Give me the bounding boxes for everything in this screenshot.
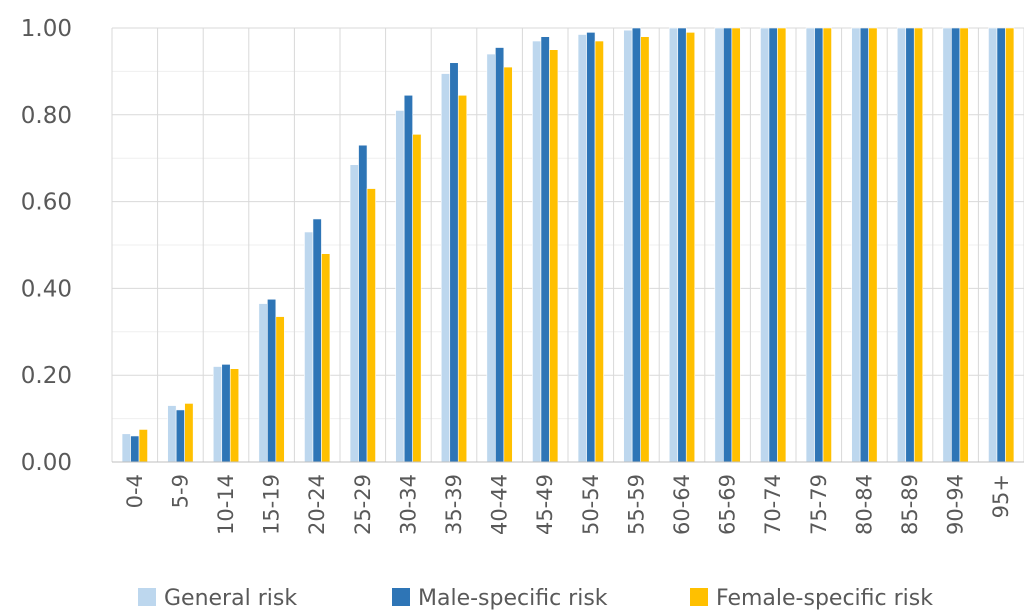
gridlines [111, 27, 1024, 462]
bar-general-risk [121, 433, 131, 463]
x-tick-label: 95+ [989, 474, 1013, 518]
x-tick-label: 10-14 [214, 474, 238, 535]
bar-male-specific-risk [631, 27, 641, 463]
bar-male-specific-risk [996, 27, 1006, 463]
bar-female-specific-risk [913, 27, 924, 463]
bar-female-specific-risk [321, 253, 331, 463]
x-tick-label: 5-9 [168, 474, 192, 508]
bar-general-risk [304, 231, 314, 463]
y-axis-ticks: 0.00 0.20 0.40 0.60 0.80 1.00 [21, 16, 72, 476]
bar-male-specific-risk [221, 364, 231, 463]
x-tick-label: 70-74 [761, 474, 785, 535]
legend-swatch-female-specific-risk [690, 588, 708, 606]
bar-general-risk [258, 303, 268, 463]
bar-female-specific-risk [366, 188, 376, 463]
bar-general-risk [212, 366, 223, 463]
y-tick-label: 0.80 [21, 103, 72, 129]
bar-female-specific-risk [184, 403, 194, 463]
bar-general-risk [349, 164, 359, 463]
bar-general-risk [988, 27, 998, 463]
legend-swatch-general-risk [138, 588, 156, 606]
legend-label-female-specific-risk: Female-specific risk [716, 586, 933, 611]
bar-general-risk [623, 29, 633, 463]
bar-male-specific-risk [586, 32, 596, 463]
bar-general-risk [760, 27, 770, 463]
legend-label-male-specific-risk: Male-specific risk [418, 586, 608, 611]
x-tick-label: 45-49 [533, 474, 557, 535]
bar-female-specific-risk [640, 36, 650, 463]
bar-female-specific-risk [685, 32, 696, 463]
bar-female-specific-risk [777, 27, 787, 463]
x-tick-label: 60-64 [670, 474, 694, 535]
legend: General risk Male-specific risk Female-spe… [138, 586, 933, 611]
bar-female-specific-risk [1005, 27, 1015, 463]
bar-female-specific-risk [868, 27, 878, 463]
bar-general-risk [440, 73, 451, 463]
x-tick-label: 90-94 [944, 474, 968, 535]
x-axis-ticks: 0-4 5-9 10-14 15-19 20-24 25-29 30-34 35-39 40-4… [123, 474, 1013, 535]
bar-male-specific-risk [905, 27, 915, 463]
bar-general-risk [167, 405, 177, 463]
y-tick-label: 1.00 [21, 16, 72, 42]
bars [121, 27, 1015, 463]
bar-female-specific-risk [457, 94, 468, 463]
bar-female-specific-risk [549, 49, 559, 463]
bar-female-specific-risk [229, 368, 240, 463]
bar-female-specific-risk [275, 316, 285, 463]
bar-general-risk [942, 27, 952, 463]
legend-swatch-male-specific-risk [392, 588, 410, 606]
bar-general-risk [395, 110, 405, 463]
bar-male-specific-risk [175, 409, 185, 463]
bar-male-specific-risk [677, 27, 687, 463]
y-tick-label: 0.20 [21, 363, 72, 389]
bar-general-risk [714, 27, 724, 463]
bar-male-specific-risk [495, 47, 505, 463]
x-tick-label: 65-69 [716, 474, 740, 535]
x-tick-label: 80-84 [852, 474, 876, 535]
bar-female-specific-risk [138, 429, 148, 463]
bar-general-risk [805, 27, 815, 463]
bar-male-specific-risk [859, 27, 869, 463]
bar-general-risk [896, 27, 907, 463]
x-tick-label: 25-29 [351, 474, 375, 535]
bar-female-specific-risk [412, 134, 422, 463]
bar-general-risk [532, 40, 542, 463]
x-tick-label: 50-54 [579, 474, 603, 535]
x-tick-label: 30-34 [396, 474, 420, 535]
bar-male-specific-risk [358, 144, 368, 463]
y-tick-label: 0.00 [21, 450, 72, 476]
x-tick-label: 85-89 [898, 474, 922, 535]
bar-male-specific-risk [267, 298, 277, 463]
y-tick-label: 0.60 [21, 190, 72, 216]
bar-female-specific-risk [594, 40, 604, 463]
bar-male-specific-risk [723, 27, 733, 463]
bar-male-specific-risk [951, 27, 961, 463]
x-tick-label: 20-24 [305, 474, 329, 535]
bar-female-specific-risk [731, 27, 741, 463]
y-tick-label: 0.40 [21, 276, 72, 302]
x-tick-label: 55-59 [624, 474, 648, 535]
bar-male-specific-risk [312, 218, 322, 463]
bar-female-specific-risk [959, 27, 969, 463]
legend-label-general-risk: General risk [164, 586, 297, 611]
bar-male-specific-risk [540, 36, 550, 463]
bar-general-risk [486, 53, 496, 463]
x-tick-label: 15-19 [260, 474, 284, 535]
bar-female-specific-risk [503, 66, 513, 463]
bar-general-risk [851, 27, 861, 463]
bar-male-specific-risk [768, 27, 778, 463]
bar-male-specific-risk [130, 435, 140, 463]
x-tick-label: 75-79 [807, 474, 831, 535]
bar-male-specific-risk [449, 62, 459, 463]
bar-male-specific-risk [814, 27, 824, 463]
x-tick-label: 35-39 [442, 474, 466, 535]
bar-general-risk [577, 34, 587, 463]
bar-general-risk [668, 27, 679, 463]
x-tick-label: 0-4 [123, 474, 147, 508]
x-tick-label: 40-44 [488, 474, 512, 535]
bar-female-specific-risk [822, 27, 832, 463]
bar-male-specific-risk [403, 94, 413, 463]
